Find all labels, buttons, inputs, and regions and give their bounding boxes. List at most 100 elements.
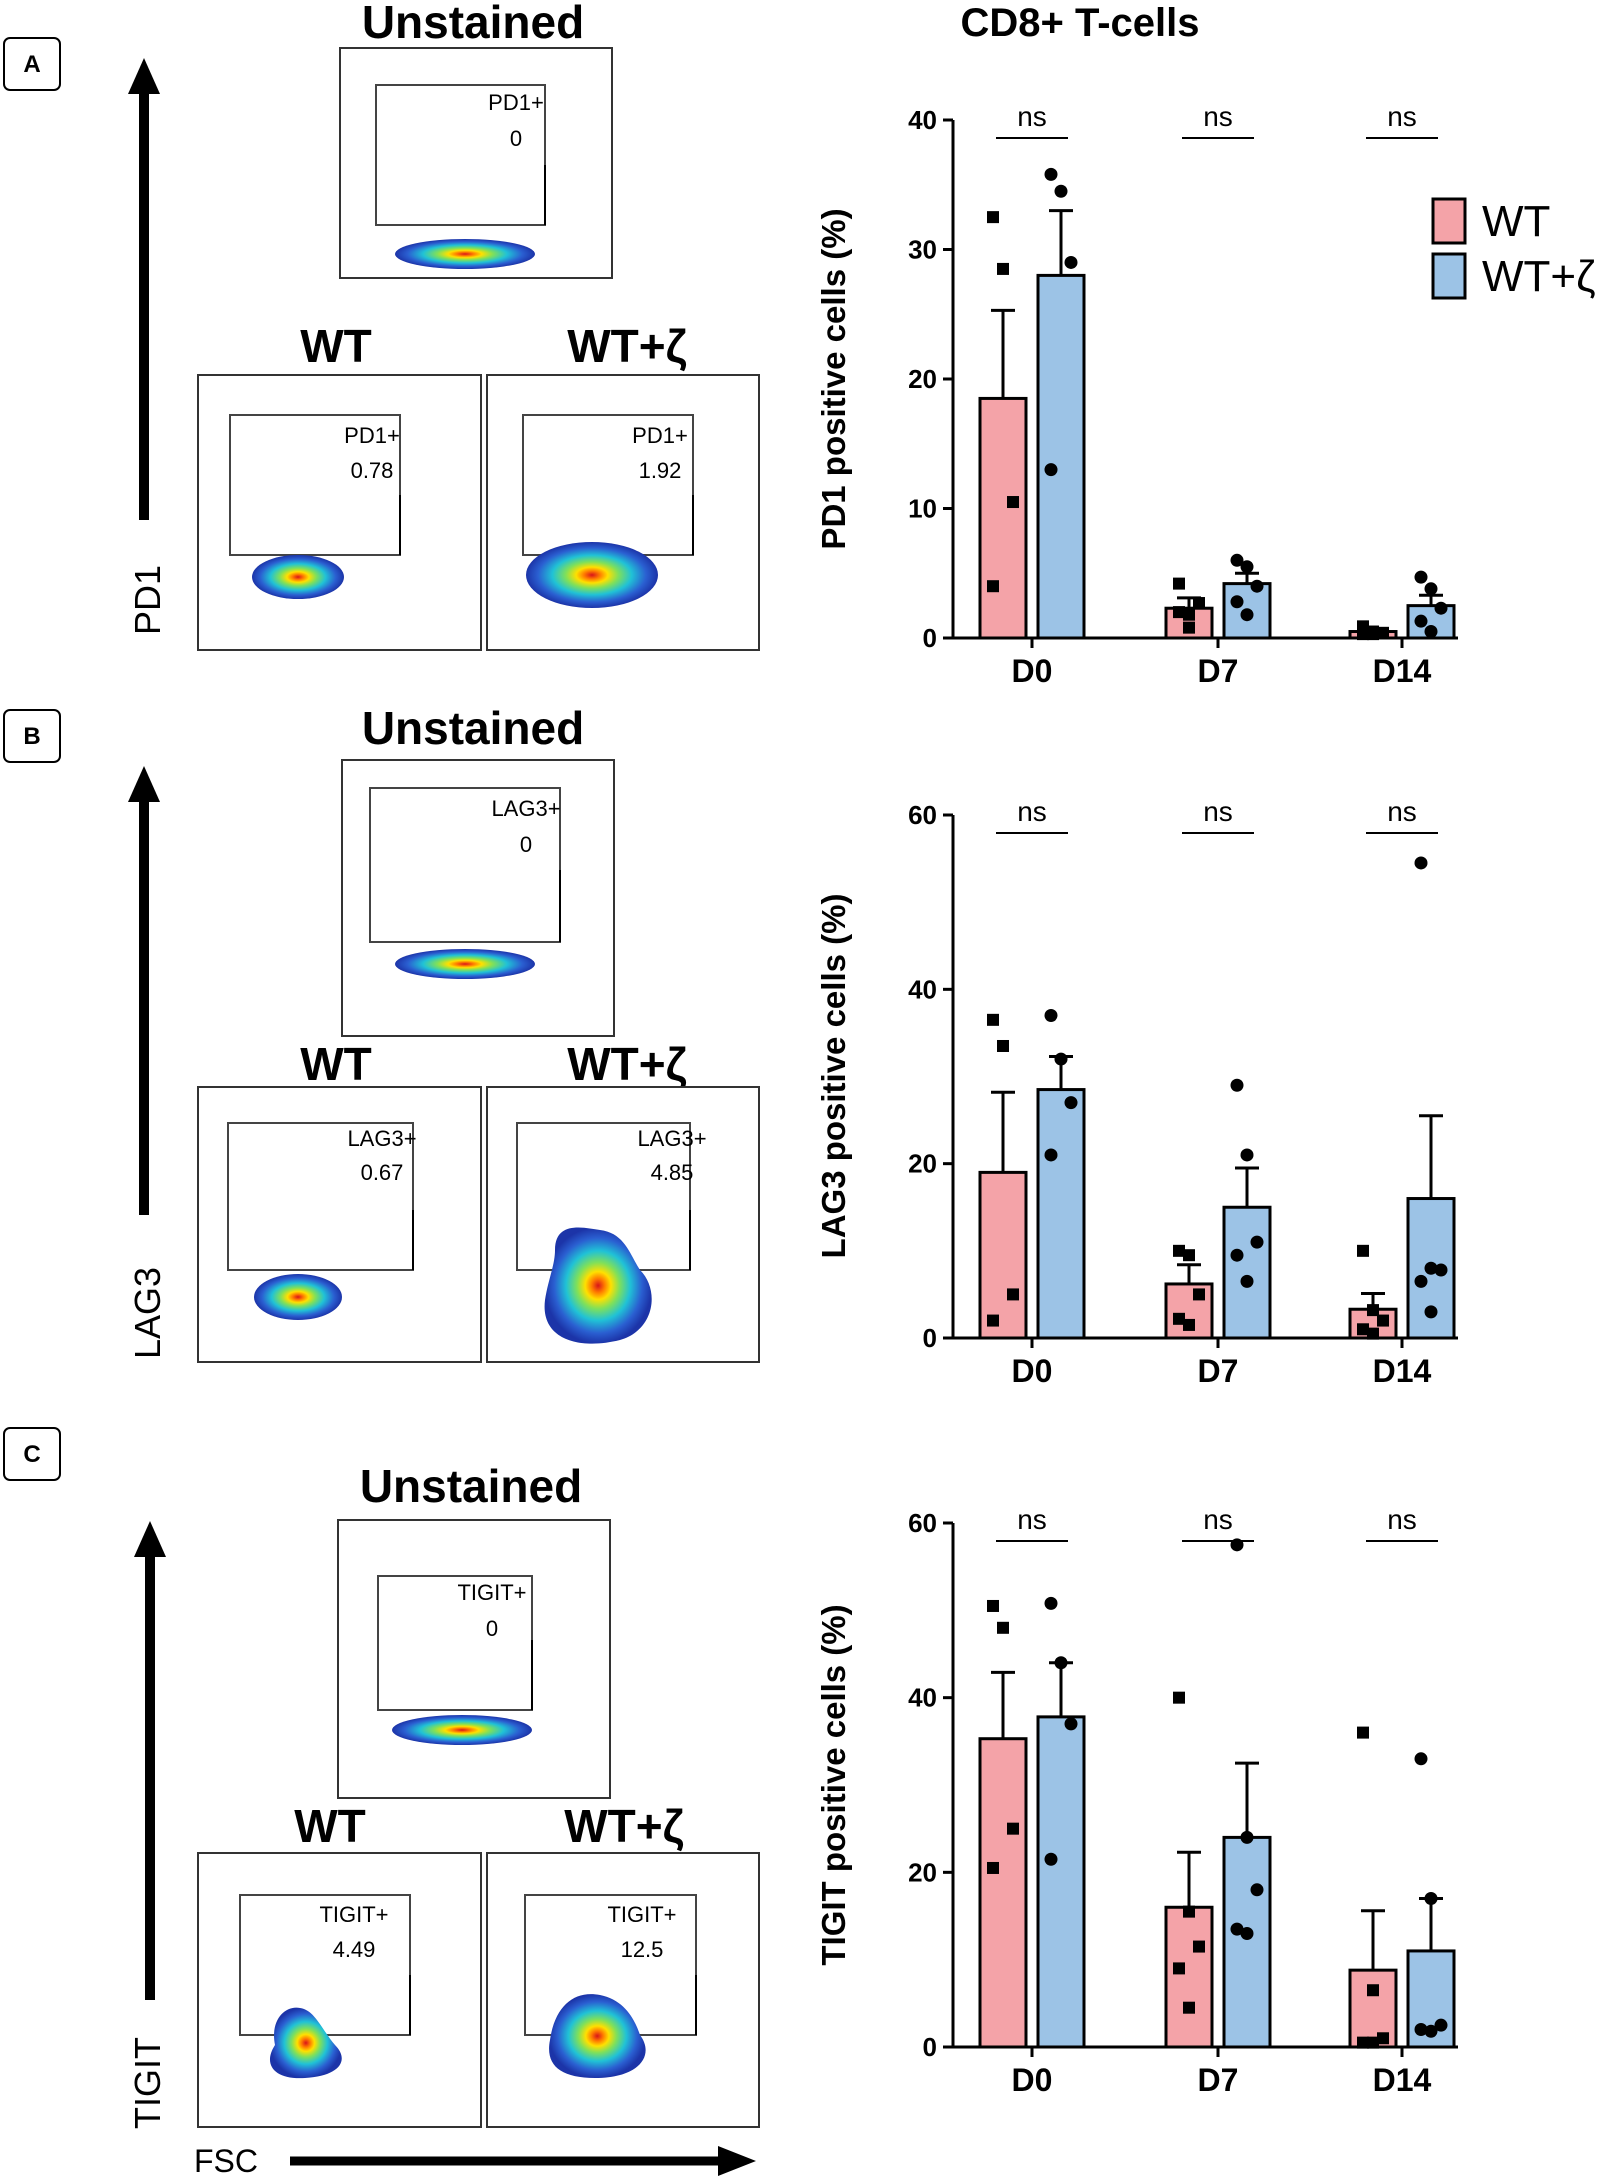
wt-plot-frame bbox=[197, 1086, 482, 1363]
data-point-circle bbox=[1230, 595, 1244, 609]
data-point-square bbox=[987, 211, 999, 224]
data-point-square bbox=[1183, 1318, 1195, 1331]
bar-wtz bbox=[1222, 1835, 1272, 2049]
panel-c: C TIGIT Unstained TIGIT+ 0 WT TIGIT+ 4.4… bbox=[3, 1427, 760, 2179]
data-point-square bbox=[1183, 2001, 1195, 2014]
wtz-title: WT+ζ bbox=[567, 1038, 687, 1090]
wtz-plot-frame bbox=[486, 1852, 760, 2128]
gate-value: 1.92 bbox=[639, 458, 682, 483]
data-point-square bbox=[1173, 1962, 1185, 1975]
data-point-square bbox=[1183, 608, 1195, 621]
gate-label: LAG3+ bbox=[347, 1126, 416, 1151]
data-point-square bbox=[1357, 1323, 1369, 1336]
data-point-circle bbox=[1044, 1852, 1058, 1866]
y-tick-label: 20 bbox=[908, 364, 937, 394]
data-point-circle bbox=[1044, 1008, 1058, 1022]
data-point-circle bbox=[1424, 1892, 1438, 1906]
x-tick-label: D14 bbox=[1373, 2062, 1432, 2098]
bar-wt bbox=[978, 1737, 1028, 2049]
x-tick-label: D0 bbox=[1012, 1353, 1053, 1389]
data-point-square bbox=[1007, 496, 1019, 509]
data-point-square bbox=[1173, 1244, 1185, 1257]
data-point-square bbox=[987, 1861, 999, 1874]
y-tick-label: 0 bbox=[923, 2032, 937, 2062]
gate-label: LAG3+ bbox=[637, 1126, 706, 1151]
data-point-circle bbox=[1054, 1656, 1068, 1670]
panel-letter-box bbox=[3, 1427, 61, 1481]
data-point-square bbox=[1183, 1249, 1195, 1262]
data-point-square bbox=[1007, 1822, 1019, 1835]
panel-a: A PD1 Unstained PD1+ 0 WT PD1+ 0.78 WT+ζ… bbox=[3, 0, 760, 651]
data-point-square bbox=[987, 580, 999, 593]
data-point-square bbox=[1367, 1984, 1379, 1997]
x-tick-label: D0 bbox=[1012, 653, 1053, 689]
data-point-circle bbox=[1054, 184, 1068, 198]
panel-letter: B bbox=[23, 723, 40, 750]
significance-label: ns bbox=[1203, 101, 1233, 132]
data-point-circle bbox=[1064, 1096, 1078, 1110]
bar-chart-1: PD1 positive cells (%) 0 10 20 30 40 D0 ns D7 ns D… bbox=[815, 101, 1458, 689]
gate-value: 0.67 bbox=[361, 1160, 404, 1185]
data-point-circle bbox=[1044, 1596, 1058, 1610]
data-point-square bbox=[997, 1621, 1009, 1634]
data-point-circle bbox=[1414, 570, 1428, 584]
wt-title: WT bbox=[300, 1038, 372, 1090]
y-tick-label: 20 bbox=[908, 1149, 937, 1179]
unstained-plot-frame bbox=[341, 759, 615, 1037]
panel-letter: C bbox=[23, 1441, 40, 1468]
panel-letter-box bbox=[3, 37, 61, 91]
y-axis-label: LAG3 positive cells (%) bbox=[815, 894, 852, 1259]
y-axis-arrowhead bbox=[128, 58, 160, 94]
y-tick-label: 40 bbox=[908, 1683, 937, 1713]
population-blob bbox=[252, 555, 344, 599]
data-point-circle bbox=[1250, 1883, 1264, 1897]
data-point-circle bbox=[1240, 1926, 1254, 1940]
data-point-square bbox=[1173, 1312, 1185, 1325]
data-point-circle bbox=[1044, 1148, 1058, 1162]
data-point-circle bbox=[1240, 1148, 1254, 1162]
panel-letter-box bbox=[3, 709, 61, 763]
data-point-square bbox=[1377, 2032, 1389, 2045]
data-point-circle bbox=[1240, 1830, 1254, 1844]
data-point-circle bbox=[1424, 625, 1438, 639]
data-point-square bbox=[1367, 1304, 1379, 1317]
data-point-square bbox=[1007, 1288, 1019, 1301]
x-axis-arrowhead bbox=[718, 2146, 756, 2176]
fsc-axis-label: FSC bbox=[194, 2143, 258, 2179]
population-blob bbox=[544, 1227, 652, 1344]
unstained-title: Unstained bbox=[362, 0, 584, 48]
gate-value: 0 bbox=[510, 126, 522, 151]
significance-label: ns bbox=[1017, 101, 1047, 132]
unstained-title: Unstained bbox=[362, 702, 584, 754]
data-point-circle bbox=[1424, 1305, 1438, 1319]
data-point-square bbox=[1357, 1726, 1369, 1739]
wt-title: WT bbox=[300, 320, 372, 372]
data-point-circle bbox=[1250, 579, 1264, 593]
panel-b: B LAG3 Unstained LAG3+ 0 WT LAG3+ 0.67 W… bbox=[3, 702, 760, 1363]
bar-chart-3: TIGIT positive cells (%) 0 20 40 60 D0 ns D7 ns D… bbox=[815, 1504, 1458, 2098]
figure-title: CD8+ T-cells bbox=[960, 1, 1199, 45]
data-point-square bbox=[1357, 2036, 1369, 2049]
unstained-title: Unstained bbox=[360, 1460, 582, 1512]
data-point-square bbox=[987, 1013, 999, 1026]
x-tick-label: D14 bbox=[1373, 653, 1432, 689]
data-point-square bbox=[1183, 621, 1195, 634]
y-tick-label: 60 bbox=[908, 800, 937, 830]
data-point-square bbox=[997, 1039, 1009, 1052]
data-point-square bbox=[1367, 1327, 1379, 1340]
y-tick-label: 0 bbox=[923, 623, 937, 653]
data-point-circle bbox=[1064, 255, 1078, 269]
bar-wtz bbox=[1036, 1088, 1086, 1340]
wtz-plot-frame bbox=[486, 374, 760, 651]
data-point-circle bbox=[1240, 560, 1254, 574]
gate-value: 0 bbox=[486, 1616, 498, 1641]
y-tick-label: 0 bbox=[923, 1323, 937, 1353]
data-point-square bbox=[1193, 1940, 1205, 1953]
y-tick-label: 60 bbox=[908, 1508, 937, 1538]
data-point-square bbox=[1173, 606, 1185, 619]
x-tick-label: D7 bbox=[1198, 2062, 1239, 2098]
bar-wtz bbox=[1036, 1715, 1086, 2049]
bar-wt bbox=[978, 1170, 1028, 1340]
data-point-square bbox=[1193, 1288, 1205, 1301]
